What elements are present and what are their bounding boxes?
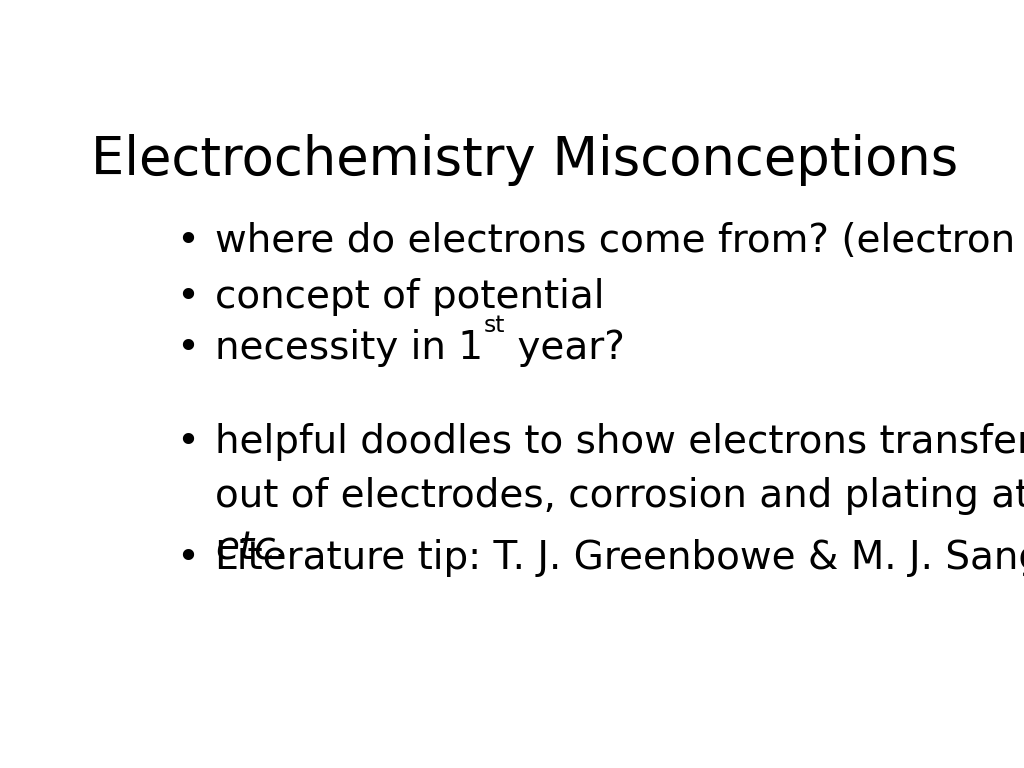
Text: •: •	[176, 329, 199, 366]
Text: •: •	[176, 423, 199, 462]
Text: •: •	[176, 538, 199, 577]
Text: concept of potential: concept of potential	[215, 279, 605, 316]
Text: etc.: etc.	[215, 530, 288, 568]
Text: •: •	[176, 222, 199, 260]
Text: necessity in 1: necessity in 1	[215, 329, 483, 366]
Text: where do electrons come from? (electron transfer): where do electrons come from? (electron …	[215, 222, 1024, 260]
Text: Electrochemistry Misconceptions: Electrochemistry Misconceptions	[91, 134, 958, 186]
Text: out of electrodes, corrosion and plating at electrodes: out of electrodes, corrosion and plating…	[215, 476, 1024, 515]
Text: Literature tip: T. J. Greenbowe & M. J. Sanger: Literature tip: T. J. Greenbowe & M. J. …	[215, 538, 1024, 577]
Text: •: •	[176, 279, 199, 316]
Text: helpful doodles to show electrons transferring in or: helpful doodles to show electrons transf…	[215, 423, 1024, 462]
Text: st: st	[483, 314, 505, 337]
Text: year?: year?	[505, 329, 625, 366]
